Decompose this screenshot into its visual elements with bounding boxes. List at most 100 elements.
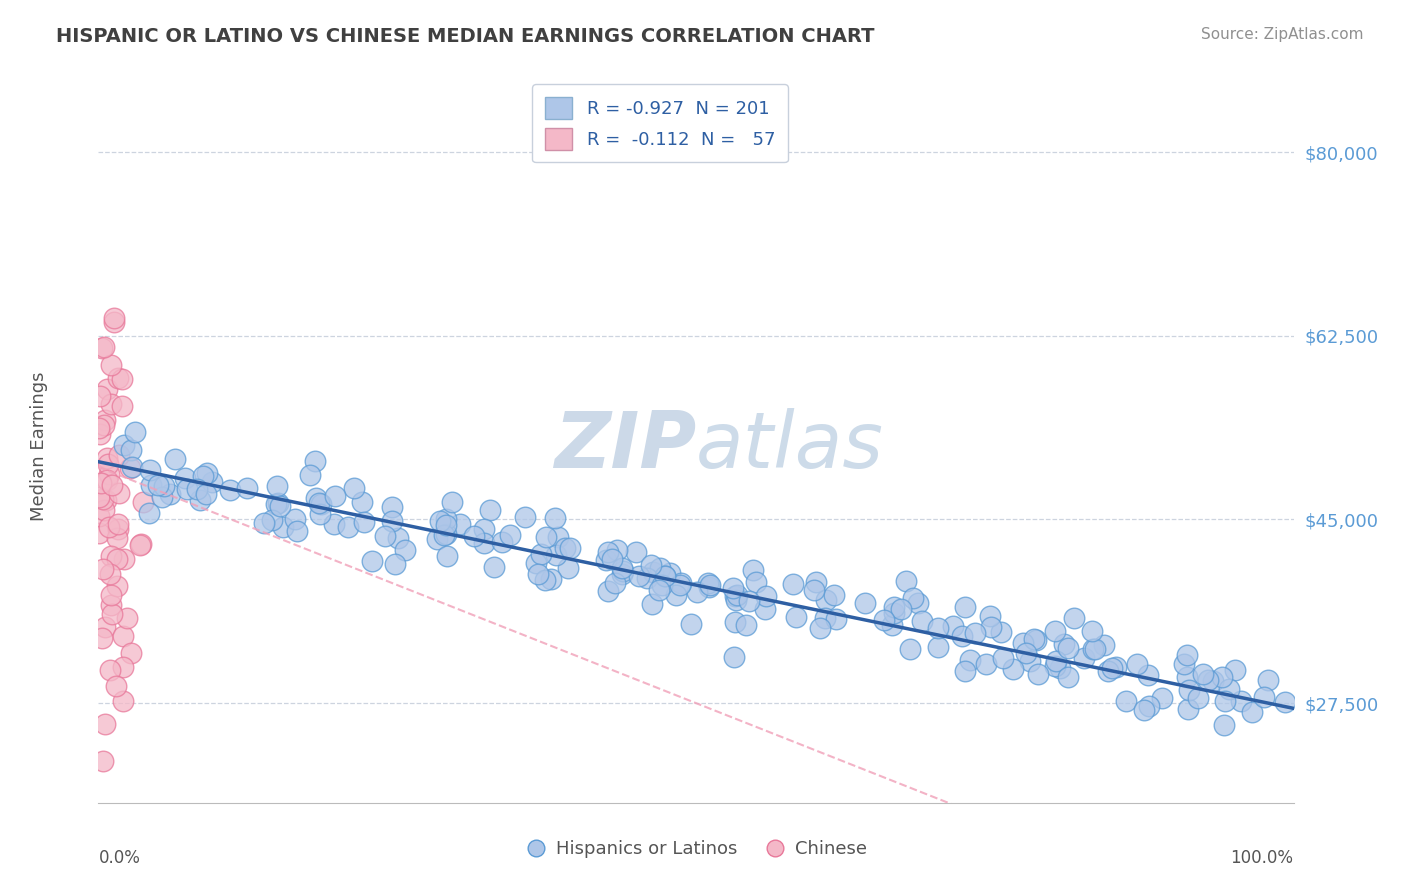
Point xyxy=(534,530,557,544)
Point xyxy=(1015,646,1038,660)
Point xyxy=(343,481,366,495)
Point xyxy=(1022,632,1045,646)
Point xyxy=(598,545,620,559)
Point xyxy=(100,397,122,411)
Point xyxy=(110,399,132,413)
Point xyxy=(668,578,690,592)
Point xyxy=(1002,662,1025,676)
Point xyxy=(696,576,718,591)
Point xyxy=(269,499,291,513)
Point xyxy=(1257,673,1279,687)
Point xyxy=(1101,661,1123,675)
Point xyxy=(193,468,215,483)
Point xyxy=(93,412,115,426)
Point xyxy=(1057,641,1080,656)
Point xyxy=(201,475,224,489)
Point xyxy=(236,481,259,495)
Point xyxy=(173,471,195,485)
Text: atlas: atlas xyxy=(696,408,884,484)
Point xyxy=(120,442,142,457)
Point xyxy=(1097,664,1119,678)
Point xyxy=(100,607,122,622)
Point xyxy=(1057,670,1080,684)
Point xyxy=(1173,657,1195,672)
Text: HISPANIC OR LATINO VS CHINESE MEDIAN EARNINGS CORRELATION CHART: HISPANIC OR LATINO VS CHINESE MEDIAN EAR… xyxy=(56,27,875,45)
Point xyxy=(1178,682,1201,697)
Legend: Hispanics or Latinos, Chinese: Hispanics or Latinos, Chinese xyxy=(517,833,875,865)
Point xyxy=(1215,693,1237,707)
Point xyxy=(100,358,122,372)
Point xyxy=(1043,624,1066,638)
Point xyxy=(1177,702,1199,716)
Point xyxy=(738,593,761,607)
Point xyxy=(100,598,122,612)
Point xyxy=(97,457,120,471)
Point xyxy=(159,487,181,501)
Point xyxy=(108,448,131,462)
Point xyxy=(1150,690,1173,705)
Point xyxy=(153,479,176,493)
Point xyxy=(882,618,904,632)
Point xyxy=(1045,654,1067,668)
Point xyxy=(873,613,896,627)
Text: 0.0%: 0.0% xyxy=(98,849,141,867)
Point xyxy=(91,341,114,355)
Point xyxy=(648,561,671,575)
Point xyxy=(93,716,115,731)
Point xyxy=(991,651,1014,665)
Point xyxy=(195,466,218,480)
Point xyxy=(93,417,115,432)
Point xyxy=(612,561,634,575)
Point xyxy=(118,461,141,475)
Point xyxy=(304,454,326,468)
Point xyxy=(883,606,905,620)
Point xyxy=(1230,694,1253,708)
Point xyxy=(803,582,825,597)
Point xyxy=(176,482,198,496)
Point xyxy=(262,513,284,527)
Point xyxy=(309,507,332,521)
Point xyxy=(806,574,828,589)
Point xyxy=(697,580,720,594)
Point xyxy=(150,490,173,504)
Point xyxy=(1049,661,1071,675)
Point xyxy=(628,568,651,582)
Point xyxy=(1092,638,1115,652)
Point xyxy=(681,617,703,632)
Point xyxy=(89,427,111,442)
Point xyxy=(104,679,127,693)
Point xyxy=(252,516,274,530)
Point xyxy=(953,664,976,678)
Point xyxy=(97,520,120,534)
Point xyxy=(725,593,748,607)
Point xyxy=(540,572,562,586)
Point xyxy=(100,549,122,563)
Point xyxy=(434,518,457,533)
Point xyxy=(808,621,831,635)
Point xyxy=(271,520,294,534)
Point xyxy=(87,526,110,541)
Point xyxy=(387,531,409,545)
Point xyxy=(699,578,721,592)
Point xyxy=(785,610,807,624)
Point xyxy=(188,493,211,508)
Point xyxy=(641,597,664,611)
Point xyxy=(911,615,934,629)
Point xyxy=(898,642,921,657)
Point xyxy=(1011,636,1033,650)
Point xyxy=(1133,703,1156,717)
Point xyxy=(560,541,582,555)
Point xyxy=(305,491,328,506)
Point xyxy=(1197,673,1219,688)
Point xyxy=(907,596,929,610)
Point xyxy=(91,491,114,506)
Point xyxy=(90,475,112,490)
Point xyxy=(91,754,114,768)
Point xyxy=(121,460,143,475)
Point xyxy=(94,620,117,634)
Text: 100.0%: 100.0% xyxy=(1230,849,1294,867)
Point xyxy=(927,640,949,654)
Point xyxy=(89,490,111,504)
Point xyxy=(1025,633,1047,648)
Point xyxy=(186,482,208,496)
